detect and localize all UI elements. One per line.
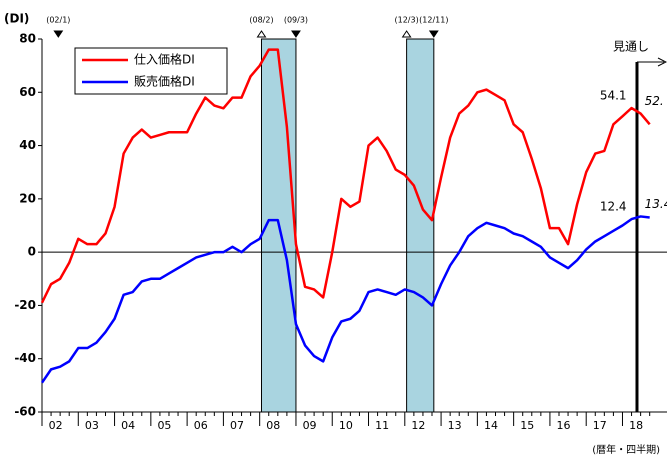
y-tick-label: -60 [14,405,36,419]
x-tick-label: 12 [411,419,425,432]
series-line [40,48,651,304]
forecast-label: 見通し [613,40,649,54]
peak-marker [428,30,439,38]
x-tick-label: 17 [593,419,607,432]
trough-marker [401,30,412,38]
series-line [40,215,650,384]
y-tick-label: 80 [19,32,36,46]
peak-marker [291,30,301,38]
x-tick-label: 02 [49,419,63,432]
x-axis-label: (暦年・四半期) [592,443,660,456]
shaded-period [406,38,435,413]
x-tick-label: 04 [121,419,135,432]
x-tick-label: 15 [520,419,534,432]
y-tick-label: 40 [19,138,36,152]
x-tick-label: 09 [303,419,317,432]
legend-box [74,47,228,95]
value-label: 13.4 [645,197,667,211]
x-tick-label: 10 [339,419,353,432]
x-tick-label: 05 [157,419,171,432]
forecast-arrowhead [657,57,667,67]
value-label: 12.4 [600,200,627,214]
y-tick-label: -20 [14,298,36,312]
peak-marker [53,30,64,38]
x-tick-label: 07 [230,419,244,432]
x-tick-label: 03 [85,419,99,432]
turning-point-label: (02/1) [46,16,70,25]
turning-point-label: (09/3) [284,16,308,25]
legend-label: 販売価格DI [134,74,195,89]
x-tick-label: 16 [557,419,571,432]
y-unit-label: (DI) [4,12,29,26]
x-tick-label: 11 [375,419,389,432]
value-label: 54.1 [600,89,627,103]
legend-label: 仕入価格DI [134,52,195,67]
x-tick-label: 08 [266,419,280,432]
turning-point-label: (12/3) [395,16,419,25]
y-tick-label: -40 [14,351,36,365]
x-tick-label: 14 [484,419,498,432]
trough-marker [256,30,267,38]
y-tick-label: 60 [19,85,36,99]
y-tick-label: 0 [28,245,36,259]
x-tick-label: 18 [629,419,643,432]
x-tick-label: 13 [448,419,462,432]
y-tick-label: 20 [19,191,36,205]
x-tick-label: 06 [194,419,208,432]
turning-point-label: (08/2) [249,16,273,25]
turning-point-label: (12/11) [419,16,448,25]
value-label: 52. [645,94,664,108]
